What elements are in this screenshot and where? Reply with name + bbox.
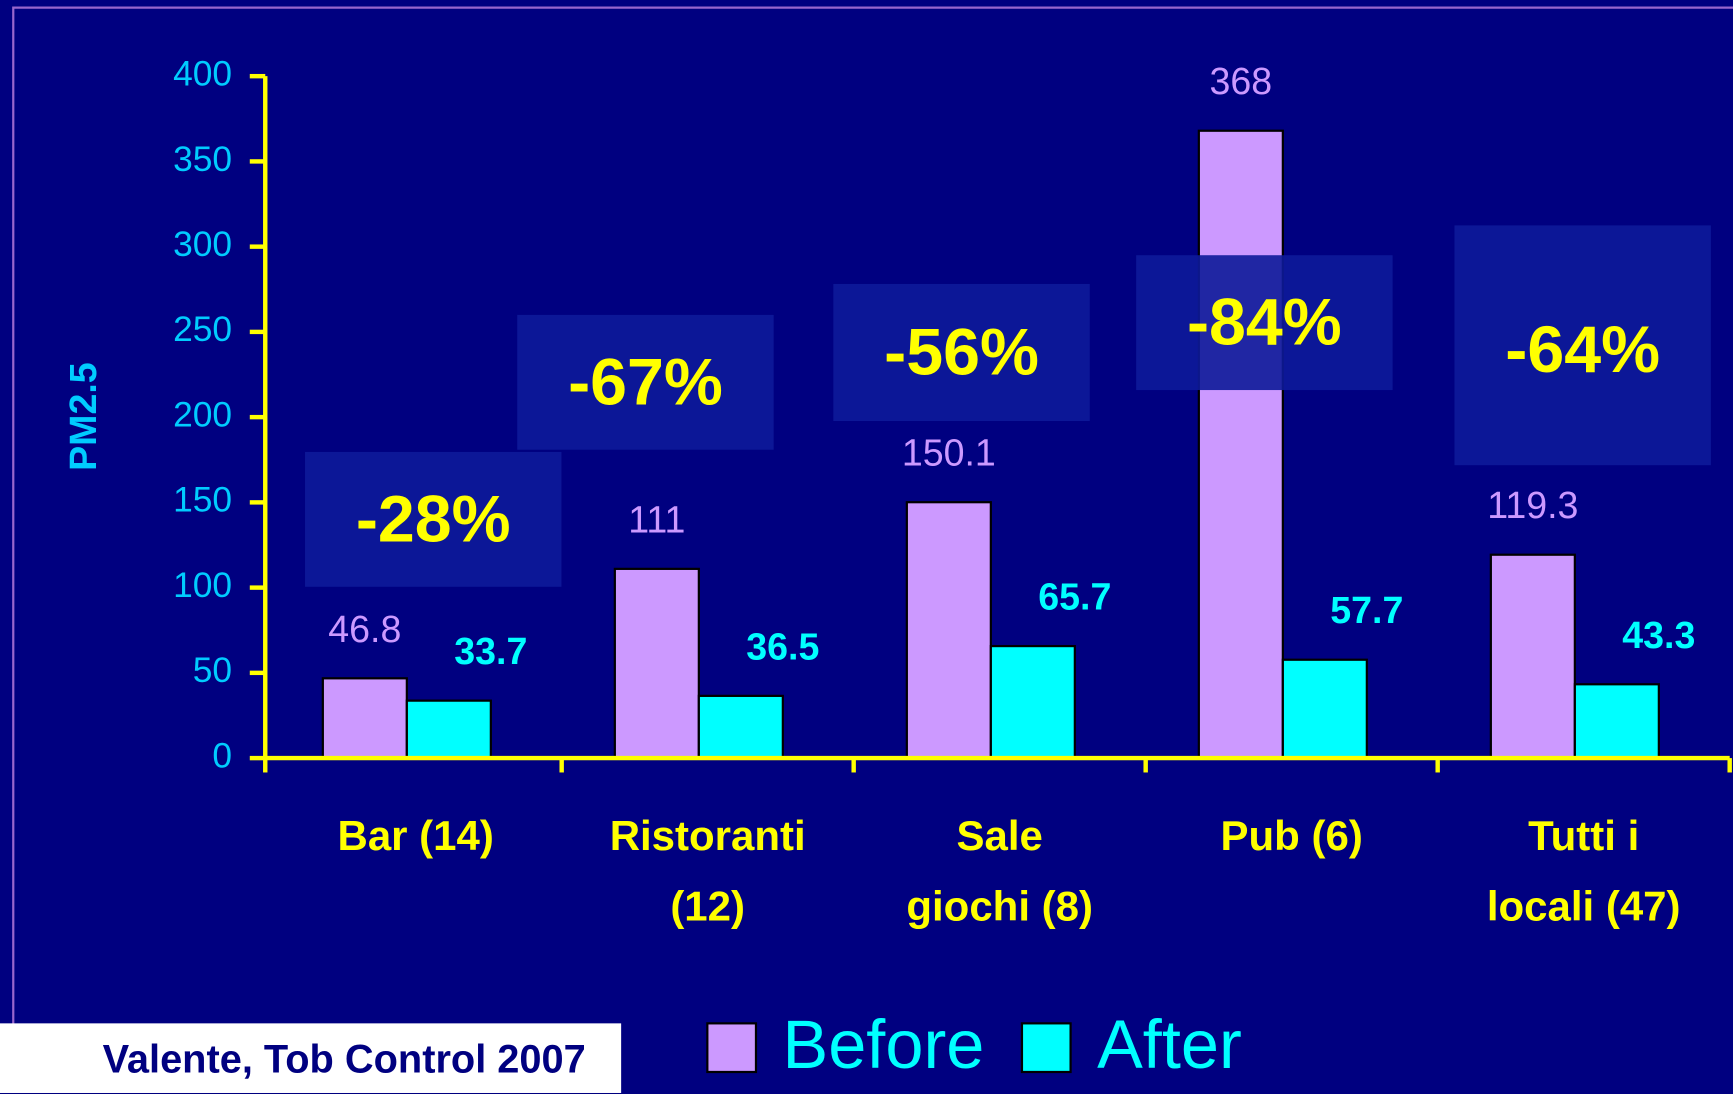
value-label: 111 (628, 498, 685, 540)
annotation-box (1136, 255, 1393, 391)
source-group: Valente, Tob Control 2007 (103, 1038, 586, 1082)
value-label: 46.8 (328, 608, 401, 650)
y-tick-label: 300 (173, 225, 232, 264)
annotation: -84% (1187, 286, 1342, 360)
x-tick-label: Bar (14) (338, 812, 494, 859)
y-tick-label: 100 (173, 566, 232, 605)
y-tick-label: 350 (173, 140, 232, 179)
annotation: -28% (356, 482, 511, 556)
annotation: -67% (568, 345, 723, 419)
y-tick-label: 150 (173, 481, 232, 520)
legend-label: After (1097, 1006, 1242, 1083)
annotation-box (1454, 225, 1711, 466)
x-tick-label: Ristoranti (610, 812, 806, 859)
value-label: 368 (1210, 60, 1273, 102)
bar (405, 699, 492, 760)
x-tick-label: giochi (8) (906, 883, 1093, 930)
legend-swatch (706, 1022, 758, 1074)
annotation-box (517, 314, 774, 450)
bar (613, 567, 700, 760)
bar (1197, 129, 1284, 760)
value-label: 43.3 (1622, 614, 1695, 656)
legend-swatch (1020, 1022, 1072, 1074)
value-label: 36.5 (746, 625, 819, 667)
y-tick-label: 400 (173, 55, 232, 94)
source-box (0, 1023, 622, 1093)
bar (1489, 553, 1576, 760)
x-tick-label: (12) (670, 883, 745, 930)
annotation-box (305, 451, 562, 587)
x-tick-label: Pub (6) (1221, 812, 1363, 859)
value-label: 57.7 (1330, 589, 1403, 631)
value-label: 33.7 (454, 630, 527, 672)
bar (905, 501, 992, 760)
value-label: 150.1 (902, 432, 996, 474)
y-tick-label: 50 (193, 651, 232, 690)
value-label: 119.3 (1487, 484, 1578, 526)
legend-label: Before (783, 1006, 985, 1083)
y-tick-label: 0 (212, 736, 232, 775)
bar (697, 694, 784, 760)
source: Valente, Tob Control 2007 (103, 1038, 586, 1082)
x-tick-label: locali (47) (1487, 883, 1681, 930)
x-tick-label: Sale (956, 812, 1042, 859)
annotation: -56% (884, 315, 1039, 389)
value-label: 65.7 (1038, 576, 1111, 618)
annotation: -64% (1505, 313, 1660, 387)
bar (321, 677, 408, 760)
frame (12, 6, 1733, 1093)
y-tick-label: 200 (173, 395, 232, 434)
bar (1573, 683, 1660, 760)
x-tick-label: Tutti i (1528, 812, 1639, 859)
y-tick-label: 250 (173, 310, 232, 349)
bar (989, 644, 1076, 760)
y-axis-label: PM2.5 (62, 362, 104, 471)
bar (1281, 658, 1368, 760)
annotation-box (833, 283, 1090, 422)
